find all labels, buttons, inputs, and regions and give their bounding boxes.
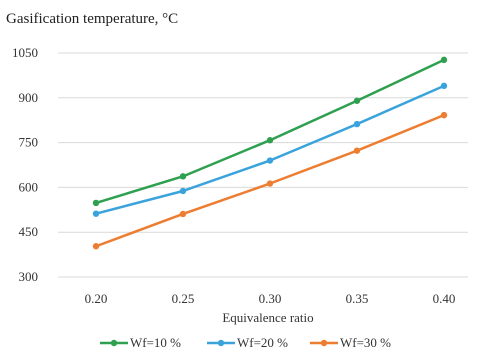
series-group: [92, 56, 448, 250]
legend-label-3: Wf=30 %: [340, 335, 391, 350]
x-tick-label: 0.30: [259, 291, 282, 306]
x-tick-label: 0.25: [172, 291, 195, 306]
y-tick-label: 750: [19, 135, 39, 150]
data-point: [92, 210, 100, 217]
data-point: [92, 243, 100, 250]
data-point: [440, 111, 448, 119]
y-tick-label: 300: [19, 269, 39, 284]
legend-label-1: Wf=10 %: [130, 335, 181, 350]
gridlines: [58, 52, 468, 278]
data-point: [440, 82, 448, 90]
data-point: [353, 147, 361, 154]
data-point: [353, 97, 361, 104]
data-point: [266, 157, 274, 164]
chart-title: Gasification temperature, °C: [6, 11, 178, 27]
y-tick-label: 600: [19, 179, 39, 194]
legend-label-2: Wf=20 %: [237, 335, 288, 350]
data-point: [440, 56, 448, 64]
y-tick-label: 900: [19, 90, 39, 105]
legend-marker: [110, 339, 118, 347]
y-axis-ticks: 300 450 600 750 900 1050: [12, 45, 38, 284]
x-axis-ticks: 0.20 0.25 0.30 0.35 0.40: [85, 291, 456, 306]
x-axis-label: Equivalence ratio: [222, 310, 313, 325]
data-point: [179, 173, 187, 180]
data-point: [266, 180, 274, 187]
data-point: [266, 137, 274, 144]
x-tick-label: 0.20: [85, 291, 108, 306]
x-tick-label: 0.40: [433, 291, 456, 306]
data-point: [179, 187, 187, 195]
y-tick-label: 1050: [12, 45, 38, 60]
x-tick-label: 0.35: [346, 291, 369, 306]
data-point: [92, 199, 100, 207]
legend: Wf=10 % Wf=20 % Wf=30 %: [100, 335, 391, 350]
data-point: [353, 120, 361, 128]
legend-marker: [320, 339, 328, 347]
y-tick-label: 450: [19, 224, 39, 239]
series-line-2: [95, 84, 445, 215]
data-point: [179, 210, 187, 218]
legend-marker: [217, 339, 225, 347]
